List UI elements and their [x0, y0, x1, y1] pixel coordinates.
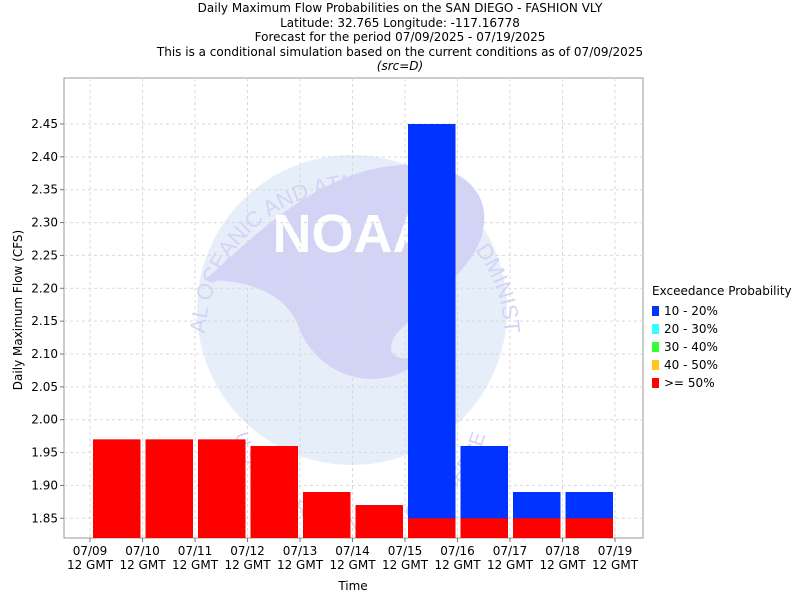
bar-ge-50	[513, 518, 561, 538]
source-note: (src=D)	[376, 59, 424, 73]
y-tick-label: 2.25	[31, 248, 58, 262]
y-tick-label: 1.95	[31, 446, 58, 460]
y-tick-label: 2.10	[31, 347, 58, 361]
legend-label-50-plus: >= 50%	[664, 376, 715, 390]
x-tick-date-label: 07/12	[230, 544, 265, 558]
title-line-2: Latitude: 32.765 Longitude: -117.16778	[280, 15, 520, 30]
x-tick-date-label: 07/10	[125, 544, 160, 558]
legend-label-30-40: 30 - 40%	[664, 340, 718, 354]
title-line-3: Forecast for the period 07/09/2025 - 07/…	[254, 30, 546, 44]
y-tick-label: 2.00	[31, 413, 58, 427]
legend-swatch-30-40	[652, 342, 659, 352]
bar-ge-50	[198, 439, 246, 538]
legend-swatch-50-plus	[652, 378, 659, 388]
bar-ge-50	[355, 505, 403, 538]
y-tick-label: 1.90	[31, 478, 58, 492]
legend-item-50-plus: >= 50%	[652, 374, 792, 392]
x-tick-time-label: 12 GMT	[224, 558, 271, 572]
legend-swatch-20-30	[652, 324, 659, 334]
x-tick-date-label: 07/18	[545, 544, 580, 558]
x-tick-time-label: 12 GMT	[434, 558, 481, 572]
bar-ge-50	[145, 439, 193, 538]
legend-label-20-30: 20 - 30%	[664, 322, 718, 336]
x-tick-date-label: 07/17	[493, 544, 528, 558]
x-tick-date-label: 07/11	[178, 544, 213, 558]
y-tick-label: 2.30	[31, 216, 58, 230]
y-tick-label: 2.35	[31, 183, 58, 197]
x-tick-time-label: 12 GMT	[172, 558, 219, 572]
legend-item-40-50: 40 - 50%	[652, 356, 792, 374]
bar-ge-50	[565, 518, 613, 538]
chart-title: Daily Maximum Flow Probabilities on the …	[0, 1, 800, 74]
x-tick-date-label: 07/19	[598, 544, 633, 558]
x-axis-title: Time	[337, 579, 367, 593]
legend-item-20-30: 20 - 30%	[652, 320, 792, 338]
y-tick-label: 2.15	[31, 314, 58, 328]
y-tick-label: 2.40	[31, 150, 58, 164]
legend-label-40-50: 40 - 50%	[664, 358, 718, 372]
y-tick-label: 2.05	[31, 380, 58, 394]
x-tick-date-label: 07/13	[283, 544, 318, 558]
bar-ge-50	[408, 518, 456, 538]
x-tick-time-label: 12 GMT	[487, 558, 534, 572]
x-tick-time-label: 12 GMT	[277, 558, 324, 572]
legend-item-30-40: 30 - 40%	[652, 338, 792, 356]
bar-ge-50	[250, 446, 298, 538]
x-tick-time-label: 12 GMT	[329, 558, 376, 572]
x-tick-time-label: 12 GMT	[592, 558, 639, 572]
legend-item-10-20: 10 - 20%	[652, 302, 792, 320]
legend-title: Exceedance Probability	[652, 284, 792, 298]
title-line-4: This is a conditional simulation based o…	[156, 44, 644, 59]
x-tick-time-label: 12 GMT	[67, 558, 114, 572]
x-tick-date-label: 07/16	[440, 544, 475, 558]
bar-ge-50	[93, 439, 141, 538]
bar-ge-50	[303, 492, 351, 538]
x-tick-date-label: 07/09	[73, 544, 108, 558]
legend: Exceedance Probability 10 - 20% 20 - 30%…	[652, 284, 792, 392]
legend-swatch-40-50	[652, 360, 659, 370]
legend-label-10-20: 10 - 20%	[664, 304, 718, 318]
y-tick-label: 2.45	[31, 117, 58, 131]
title-line-1: Daily Maximum Flow Probabilities on the …	[197, 1, 603, 15]
x-tick-date-label: 07/15	[388, 544, 423, 558]
x-tick-date-label: 07/14	[335, 544, 370, 558]
y-tick-label: 1.85	[31, 511, 58, 525]
bar-10-20	[408, 124, 456, 538]
y-tick-label: 2.20	[31, 281, 58, 295]
x-tick-time-label: 12 GMT	[119, 558, 166, 572]
x-tick-time-label: 12 GMT	[539, 558, 586, 572]
x-tick-time-label: 12 GMT	[382, 558, 429, 572]
bar-ge-50	[460, 518, 508, 538]
y-axis-title: Daily Maximum Flow (CFS)	[11, 230, 25, 390]
legend-swatch-10-20	[652, 306, 659, 316]
